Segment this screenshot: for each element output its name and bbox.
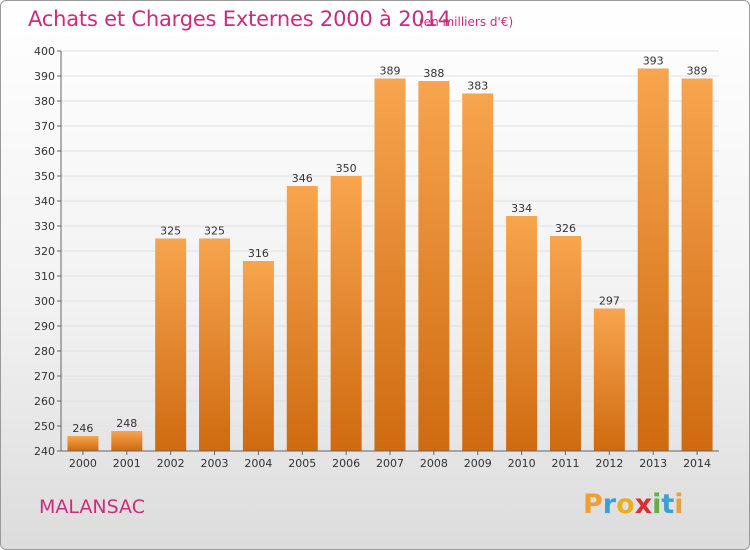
- value-label-2004: 316: [248, 247, 269, 260]
- bar-2007: [374, 78, 406, 451]
- x-tick-label-2004: 2004: [244, 457, 272, 470]
- value-label-2003: 325: [204, 225, 225, 238]
- value-label-2007: 389: [380, 65, 401, 78]
- brand-letter: o: [616, 489, 635, 520]
- bar-2014: [681, 78, 713, 451]
- bar-2011: [549, 236, 581, 451]
- bar-2013: [637, 68, 669, 451]
- y-tick-label: 260: [34, 395, 55, 408]
- x-tick-label-2001: 2001: [113, 457, 141, 470]
- y-tick-label: 300: [34, 295, 55, 308]
- bar-2001: [111, 431, 143, 451]
- bar-2003: [199, 238, 231, 451]
- y-tick-label: 330: [34, 220, 55, 233]
- x-tick-label-2007: 2007: [376, 457, 404, 470]
- brand-letter: P: [583, 489, 603, 520]
- y-tick-label: 350: [34, 170, 55, 183]
- value-label-2002: 325: [160, 225, 181, 238]
- x-tick-label-2010: 2010: [508, 457, 536, 470]
- y-tick-label: 360: [34, 145, 55, 158]
- y-tick-label: 370: [34, 120, 55, 133]
- y-tick-label: 240: [34, 445, 55, 458]
- y-tick-label: 290: [34, 320, 55, 333]
- value-label-2001: 248: [116, 417, 137, 430]
- y-tick-label: 310: [34, 270, 55, 283]
- bar-2008: [418, 81, 450, 451]
- value-label-2010: 334: [511, 202, 532, 215]
- bar-2002: [155, 238, 187, 451]
- bar-2012: [593, 308, 625, 451]
- y-tick-label: 400: [34, 45, 55, 58]
- value-label-2013: 393: [643, 55, 664, 68]
- x-tick-label-2005: 2005: [288, 457, 316, 470]
- x-tick-label-2013: 2013: [639, 457, 667, 470]
- y-tick-label: 340: [34, 195, 55, 208]
- value-label-2009: 383: [467, 80, 488, 93]
- bar-2009: [462, 93, 494, 451]
- value-label-2000: 246: [72, 422, 93, 435]
- bar-2006: [330, 176, 362, 451]
- city-name: MALANSAC: [39, 496, 145, 518]
- chart-subtitle: (en milliers d'€): [419, 15, 514, 29]
- x-tick-label-2012: 2012: [595, 457, 623, 470]
- y-tick-label: 390: [34, 70, 55, 83]
- axes: [57, 50, 719, 455]
- value-label-2006: 350: [336, 162, 357, 175]
- chart-title: Achats et Charges Externes 2000 à 2014: [28, 7, 451, 31]
- x-tick-label-2008: 2008: [420, 457, 448, 470]
- y-tick-label: 280: [34, 345, 55, 358]
- y-tick-label: 250: [34, 420, 55, 433]
- value-label-2012: 297: [599, 295, 620, 308]
- bar-2000: [67, 436, 99, 451]
- bar-2004: [242, 261, 274, 451]
- bar-2005: [286, 186, 318, 451]
- value-label-2005: 346: [292, 172, 313, 185]
- brand-letter: t: [661, 489, 675, 520]
- x-tick-label-2003: 2003: [201, 457, 229, 470]
- x-tick-label-2006: 2006: [332, 457, 360, 470]
- x-tick-label-2000: 2000: [69, 457, 97, 470]
- bars: [67, 68, 713, 451]
- bar-2010: [506, 216, 538, 451]
- y-tick-label: 270: [34, 370, 55, 383]
- value-label-2008: 388: [423, 67, 444, 80]
- y-tick-label: 320: [34, 245, 55, 258]
- brand-letter: x: [634, 489, 653, 520]
- brand-letter: r: [602, 489, 617, 520]
- proxiti-logo: Proxiti: [583, 489, 684, 520]
- brand-letter: i: [674, 489, 684, 520]
- x-tick-label-2011: 2011: [551, 457, 579, 470]
- brand-letter: i: [652, 489, 662, 520]
- x-tick-label-2014: 2014: [683, 457, 711, 470]
- labels: 240 250 260 270 280 290 300 310 320 330 340 350 360 3…: [34, 45, 711, 470]
- y-tick-label: 380: [34, 95, 55, 108]
- value-label-2011: 326: [555, 222, 576, 235]
- x-tick-label-2009: 2009: [464, 457, 492, 470]
- value-label-2014: 389: [687, 65, 708, 78]
- x-tick-label-2002: 2002: [157, 457, 185, 470]
